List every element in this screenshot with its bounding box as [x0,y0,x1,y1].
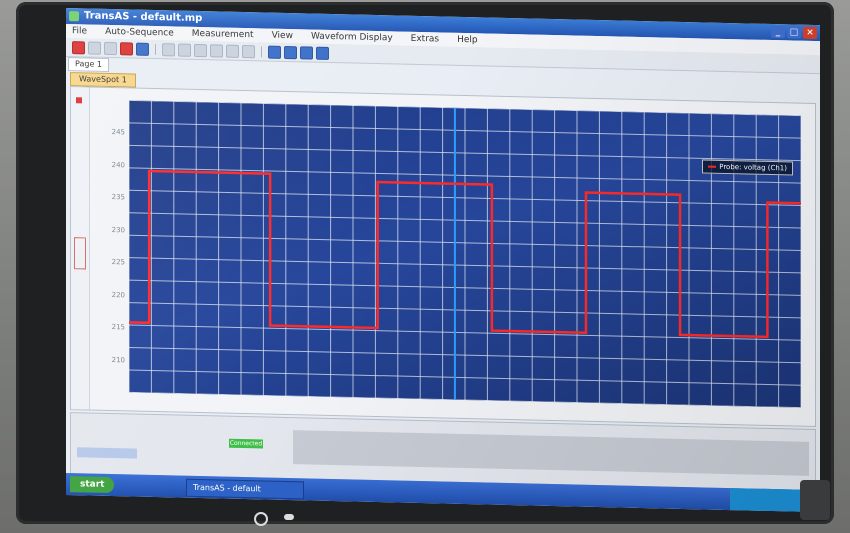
grid-line-horizontal [129,144,801,162]
app-icon [69,11,79,22]
marker-icon[interactable] [120,41,133,56]
menu-extras[interactable]: Extras [410,33,440,45]
edit-icon[interactable] [210,43,223,58]
vertical-axis-label-icon [74,237,86,270]
layout-icon[interactable] [242,44,255,58]
zoom-in-icon[interactable] [268,45,281,59]
grid-line-horizontal [129,391,801,408]
menu-auto-sequence[interactable]: Auto-Sequence [105,26,174,39]
save-icon[interactable] [178,43,191,57]
grid-line-horizontal [129,100,801,117]
y-tick-label: 220 [111,290,125,299]
y-tick-label: 245 [111,128,125,137]
waveform-plot[interactable]: Probe: voltag (Ch1) [129,100,801,408]
fit-icon[interactable] [300,45,313,60]
status-badge: Connected [229,438,263,449]
channel-marker-icon[interactable] [76,97,82,104]
monitor-clip [800,480,830,520]
y-tick-label: 230 [111,225,125,235]
menu-view[interactable]: View [271,30,293,42]
stop-icon[interactable] [104,41,117,55]
legend-box: Probe: voltag (Ch1) [702,159,793,176]
y-tick-label: 225 [111,258,125,267]
y-tick-label: 215 [111,323,125,332]
window-title: TransAS - default.mp [84,10,203,25]
grid-line-horizontal [129,369,801,386]
grid-line-horizontal [129,347,801,364]
grid-line-horizontal [129,324,801,341]
window-controls: _ □ × [771,25,817,40]
y-tick-label: 210 [111,355,125,364]
print-icon[interactable] [226,44,239,58]
tab-page-1[interactable]: Page 1 [68,57,109,72]
series-line [129,169,801,339]
grid-line-horizontal [129,302,801,319]
y-axis-ticks: 210 215 220 225 230 235 240 245 [91,100,127,393]
legend-swatch [708,165,717,168]
monitor-screen: TransAS - default.mp _ □ × File Auto-Seq… [66,8,820,513]
power-button-icon[interactable] [254,512,268,526]
y-tick-label: 235 [111,193,125,202]
play-icon[interactable] [88,40,101,55]
record-icon[interactable] [72,40,85,54]
grid-line-horizontal [129,189,801,207]
close-button[interactable]: × [803,26,817,40]
maximize-button[interactable]: □ [787,26,801,39]
toolbar-separator [155,43,156,55]
legend-label: Probe: voltag (Ch1) [719,162,787,173]
selected-item-highlight[interactable] [77,447,137,459]
grid-line-horizontal [129,234,801,251]
waveform-panel: 210 215 220 225 230 235 240 245 Probe: voltag (… [70,86,816,428]
grid-line-horizontal [129,122,801,139]
measurement-table-area [293,430,809,476]
start-button[interactable]: start [70,476,115,494]
waveform-svg [129,100,801,408]
minimize-button[interactable]: _ [771,25,785,39]
zoom-out-icon[interactable] [284,45,297,59]
menu-button-icon[interactable] [284,514,294,520]
download-icon[interactable] [136,42,149,56]
toolbar-separator [261,45,262,57]
cursor-icon[interactable] [316,46,329,60]
folder-icon[interactable] [194,43,207,57]
grid-line-horizontal [129,167,801,184]
menu-measurement[interactable]: Measurement [191,28,254,41]
grid-line-horizontal [129,279,801,296]
taskbar-item-transas[interactable]: TransAS - default [186,478,304,500]
waveform-sidebar [71,87,90,410]
open-file-icon[interactable] [162,42,175,56]
menu-file[interactable]: File [72,26,88,37]
menu-help[interactable]: Help [457,34,478,46]
grid-line-horizontal [129,212,801,229]
y-tick-label: 240 [111,160,125,170]
grid-line-horizontal [129,257,801,274]
tab-wavespot[interactable]: WaveSpot 1 [70,72,136,88]
